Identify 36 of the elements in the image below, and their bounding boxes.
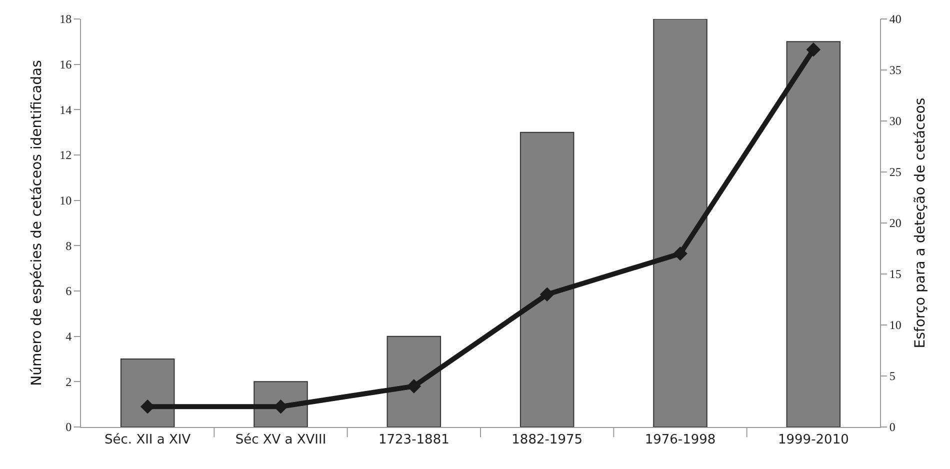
x-tick-label: 1723-1881 bbox=[378, 432, 450, 448]
y-axis-title: Número de espécies de cetáceos identificadas bbox=[29, 60, 46, 386]
y-tick-label: 4 bbox=[66, 330, 72, 344]
bar bbox=[786, 41, 841, 427]
y2-tick-label: 5 bbox=[889, 369, 896, 384]
y2-tick-label: 15 bbox=[889, 267, 902, 282]
y-tick-label: 6 bbox=[66, 284, 72, 298]
y2-tick-label: 25 bbox=[889, 165, 902, 180]
y2-tick-label: 20 bbox=[889, 216, 902, 230]
y2-tick-label: 10 bbox=[889, 318, 902, 332]
point bbox=[540, 287, 554, 302]
bar bbox=[520, 132, 574, 427]
y-tick-label: 12 bbox=[60, 148, 72, 162]
y2-axis-title: Esforço para a deteção de cetáceos bbox=[912, 98, 929, 348]
bar bbox=[653, 19, 708, 427]
y2-tick-label: 30 bbox=[889, 114, 902, 128]
x-tick-label: Séc. XII a XIV bbox=[104, 432, 191, 448]
y2-tick-label: 35 bbox=[889, 63, 902, 78]
y-tick-label: 16 bbox=[60, 58, 72, 72]
x-tick-label: 1882-1975 bbox=[512, 432, 583, 448]
x-tick-label: 1999-2010 bbox=[778, 432, 849, 448]
y-tick-label: 2 bbox=[66, 374, 72, 389]
point bbox=[406, 379, 422, 394]
y-tick-label: 0 bbox=[66, 420, 72, 434]
x-tick-label: 1976-1998 bbox=[644, 432, 716, 448]
y-tick-label: 10 bbox=[60, 194, 72, 208]
y-tick-label: 8 bbox=[66, 238, 72, 253]
y-tick-label: 18 bbox=[60, 12, 72, 26]
x-tick-label: Séc XV a XVIII bbox=[235, 432, 326, 448]
point bbox=[673, 246, 688, 261]
bar bbox=[120, 358, 175, 427]
point bbox=[806, 42, 821, 57]
y-tick-label: 14 bbox=[60, 102, 72, 117]
bar bbox=[386, 336, 442, 427]
y2-tick-label: 0 bbox=[889, 420, 896, 434]
y2-tick-label: 40 bbox=[889, 12, 902, 26]
